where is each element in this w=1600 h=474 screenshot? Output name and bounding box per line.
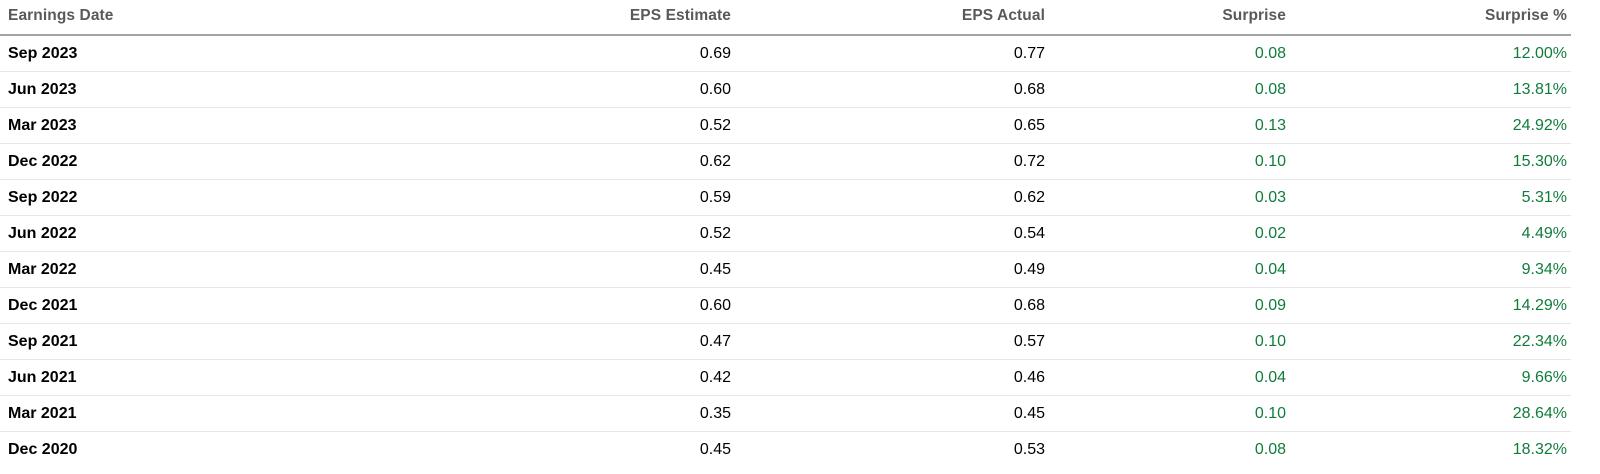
cell-date: Jun 2023 [0, 71, 400, 108]
cell-date: Dec 2021 [0, 287, 400, 324]
column-header-earnings-date: Earnings Date [0, 0, 400, 36]
table-row: Jun 2023 0.60 0.68 0.08 13.81% [0, 71, 1571, 108]
cell-eps-actual: 0.46 [735, 359, 1049, 396]
column-header-surprise: Surprise [1049, 0, 1290, 36]
cell-date: Mar 2021 [0, 395, 400, 432]
column-header-surprise-pct: Surprise % [1290, 0, 1571, 36]
cell-surprise: 0.03 [1049, 179, 1290, 216]
cell-date: Jun 2021 [0, 359, 400, 396]
cell-surprise: 0.13 [1049, 107, 1290, 144]
cell-eps-estimate: 0.69 [400, 35, 735, 72]
cell-surprise: 0.08 [1254, 440, 1286, 458]
cell-date: Mar 2023 [0, 107, 400, 144]
cell-date: Dec 2020 [8, 440, 78, 458]
cell-surprise-pct: 24.92% [1290, 107, 1571, 144]
cell-eps-actual: 0.62 [735, 179, 1049, 216]
table-row: Mar 2023 0.52 0.65 0.13 24.92% [0, 107, 1571, 144]
cell-eps-estimate: 0.45 [400, 251, 735, 288]
cell-surprise-pct: 5.31% [1290, 179, 1571, 216]
cell-eps-actual: 0.77 [735, 35, 1049, 72]
table-row: Mar 2021 0.35 0.45 0.10 28.64% [0, 395, 1571, 432]
cell-eps-estimate: 0.42 [400, 359, 735, 396]
table-row: Jun 2021 0.42 0.46 0.04 9.66% [0, 359, 1571, 396]
table-header: Earnings Date EPS Estimate EPS Actual Su… [0, 0, 1571, 36]
table-row: Mar 2022 0.45 0.49 0.04 9.34% [0, 251, 1571, 288]
cell-surprise: 0.04 [1049, 359, 1290, 396]
cell-eps-actual: 0.54 [735, 215, 1049, 252]
cell-surprise: 0.10 [1049, 395, 1290, 432]
earnings-history-panel: Earnings Date EPS Estimate EPS Actual Su… [0, 0, 1571, 467]
earnings-history-table: Earnings Date EPS Estimate EPS Actual Su… [0, 0, 1571, 467]
cell-eps-actual: 0.68 [735, 287, 1049, 324]
cell-surprise-pct: 13.81% [1290, 71, 1571, 108]
column-header-eps-estimate: EPS Estimate [400, 0, 735, 36]
cell-surprise-pct: 4.49% [1290, 215, 1571, 252]
cell-surprise: 0.10 [1049, 323, 1290, 360]
cell-surprise-pct: 14.29% [1290, 287, 1571, 324]
earnings-table-body: Sep 2023 0.69 0.77 0.08 12.00% Jun 2023 0.60 0.… [0, 35, 1571, 467]
cell-surprise-pct: 12.00% [1290, 35, 1571, 72]
cell-eps-estimate: 0.52 [400, 215, 735, 252]
column-header-eps-actual: EPS Actual [735, 0, 1049, 36]
cell-eps-actual: 0.68 [735, 71, 1049, 108]
cell-surprise-pct: 9.66% [1290, 359, 1571, 396]
cell-surprise-pct: 18.32% [1512, 440, 1567, 458]
cell-date: Jun 2022 [0, 215, 400, 252]
cell-surprise: 0.08 [1049, 35, 1290, 72]
cell-eps-actual: 0.49 [735, 251, 1049, 288]
cell-eps-estimate: 0.62 [400, 143, 735, 180]
table-row: Dec 2021 0.60 0.68 0.09 14.29% [0, 287, 1571, 324]
table-row: Dec 2022 0.62 0.72 0.10 15.30% [0, 143, 1571, 180]
cell-date: Dec 2022 [0, 143, 400, 180]
cell-surprise: 0.02 [1049, 215, 1290, 252]
table-row: Dec 2020 0.45 0.53 0.08 18.32% [0, 432, 1571, 468]
cell-eps-actual: 0.57 [735, 323, 1049, 360]
cell-eps-actual: 0.72 [735, 143, 1049, 180]
cell-eps-estimate: 0.47 [400, 323, 735, 360]
table-row: Sep 2022 0.59 0.62 0.03 5.31% [0, 179, 1571, 216]
cell-eps-actual: 0.65 [735, 107, 1049, 144]
cell-date: Sep 2021 [0, 323, 400, 360]
cell-date: Sep 2022 [0, 179, 400, 216]
cell-eps-estimate: 0.52 [400, 107, 735, 144]
cell-eps-estimate: 0.60 [400, 71, 735, 108]
cell-surprise-pct: 28.64% [1290, 395, 1571, 432]
cell-surprise-pct: 22.34% [1290, 323, 1571, 360]
cell-surprise: 0.04 [1049, 251, 1290, 288]
cell-surprise-pct: 15.30% [1290, 143, 1571, 180]
table-row: Sep 2023 0.69 0.77 0.08 12.00% [0, 35, 1571, 72]
cell-surprise: 0.09 [1049, 287, 1290, 324]
cell-eps-estimate: 0.45 [699, 440, 731, 458]
cell-surprise: 0.10 [1049, 143, 1290, 180]
cell-date: Mar 2022 [0, 251, 400, 288]
cell-eps-estimate: 0.35 [400, 395, 735, 432]
table-row: Sep 2021 0.47 0.57 0.10 22.34% [0, 323, 1571, 360]
table-row: Jun 2022 0.52 0.54 0.02 4.49% [0, 215, 1571, 252]
header-row: Earnings Date EPS Estimate EPS Actual Su… [0, 0, 1571, 36]
cell-surprise-pct: 9.34% [1290, 251, 1571, 288]
cell-surprise: 0.08 [1049, 71, 1290, 108]
cell-eps-actual: 0.53 [1013, 440, 1045, 458]
cell-date: Sep 2023 [0, 35, 400, 72]
cell-eps-estimate: 0.60 [400, 287, 735, 324]
cell-eps-estimate: 0.59 [400, 179, 735, 216]
cell-eps-actual: 0.45 [735, 395, 1049, 432]
